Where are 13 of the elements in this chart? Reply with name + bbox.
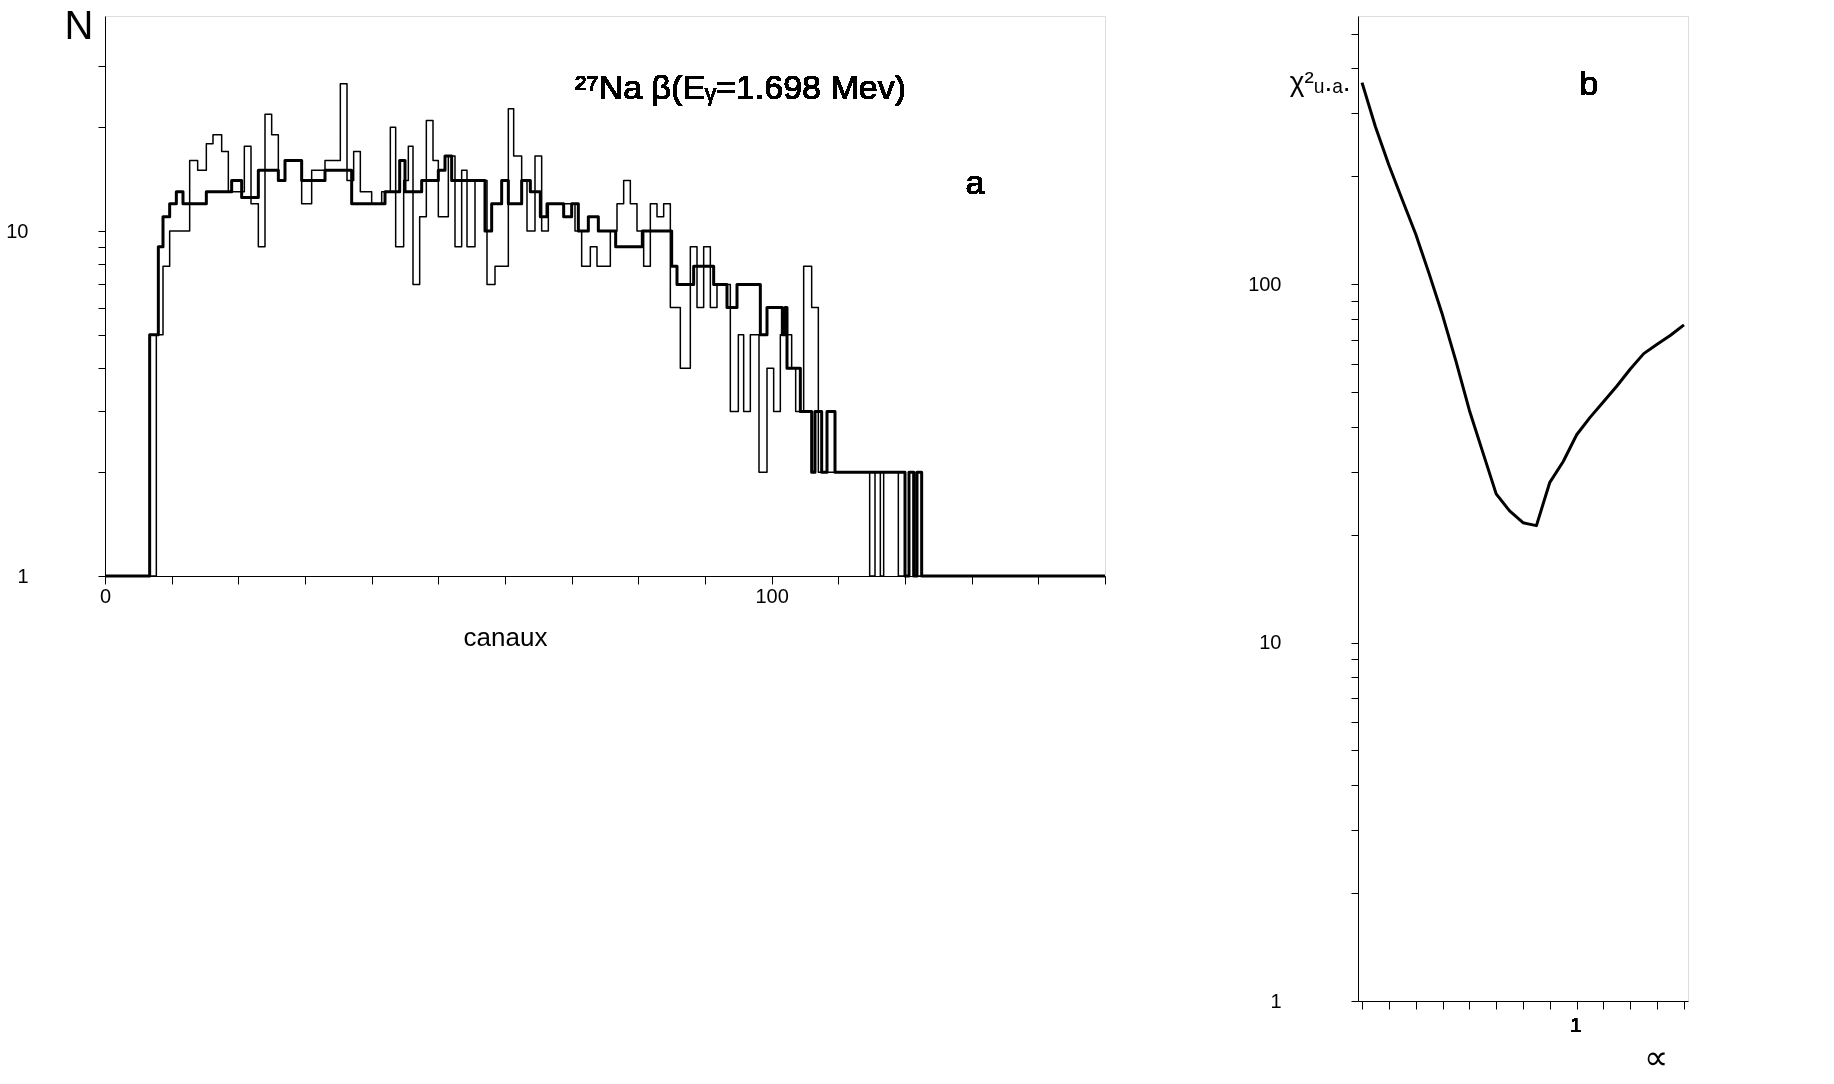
x-tick-label: 0 (99, 584, 112, 607)
y-tick-label: 100 (1248, 272, 1282, 295)
y-tick-label: 10 (1259, 631, 1282, 654)
text: 1 (1570, 1013, 1582, 1036)
y-tick-label: 10 (6, 219, 29, 242)
x-axis-title: ∝ (1643, 1037, 1668, 1076)
annotation: b (1579, 63, 1599, 102)
y-axis-title: N (64, 2, 94, 47)
y-tick-label: 1 (1270, 989, 1282, 1012)
text: ²⁷Na β(Eᵧ=1.698 Mev) (575, 67, 906, 106)
annotation: a (965, 163, 985, 201)
x-axis-title: canaux (463, 621, 548, 652)
y-axis-title: χ²ᵤ.ₐ. (1289, 65, 1351, 97)
